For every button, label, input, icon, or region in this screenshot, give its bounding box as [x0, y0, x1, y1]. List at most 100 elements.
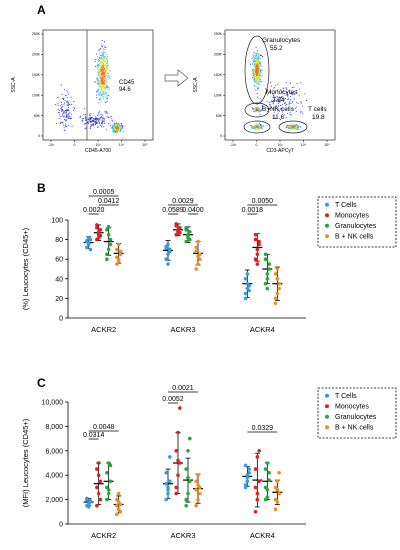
flow-event-dot [105, 83, 107, 85]
flow-event-dot [100, 123, 102, 125]
flow-event-dot [256, 125, 258, 127]
flow-event-dot [62, 112, 65, 114]
flow-event-dot [106, 85, 108, 87]
flow-event-dot [256, 109, 258, 111]
flow-event-dot [84, 127, 86, 129]
flow-event-dot [69, 112, 71, 114]
data-point [176, 231, 180, 236]
data-point [265, 277, 270, 281]
flow-event-dot [64, 130, 66, 132]
flow-event-dot [272, 108, 274, 110]
gate-label-tcells: T cells [308, 106, 327, 113]
data-point [257, 242, 261, 247]
flow-event-dot [113, 128, 115, 130]
flow-event-dot [291, 126, 293, 128]
flow-event-dot [254, 57, 256, 59]
data-point [115, 247, 119, 252]
flow-event-dot [61, 110, 63, 112]
flow-event-dot [272, 93, 274, 95]
data-point [263, 485, 268, 490]
y-tick-label: 2,000 [45, 497, 63, 504]
data-point [86, 241, 91, 246]
flow-event-dot [61, 122, 63, 124]
flow-event-dot [98, 71, 101, 73]
flow-event-dot [63, 127, 65, 129]
flow-event-dot [100, 61, 102, 63]
data-point [253, 237, 258, 242]
flow-event-dot [282, 92, 284, 94]
significance-label: 0.0589 [162, 207, 184, 214]
flow-event-dot [102, 53, 104, 55]
flow-event-dot [123, 131, 125, 133]
data-point [198, 257, 202, 262]
flow-event-dot [55, 103, 57, 106]
flow-event-dot [257, 71, 259, 73]
flow-event-dot [271, 101, 274, 103]
flow-event-dot [269, 91, 271, 93]
flow-event-dot [67, 103, 69, 105]
flow-event-dot [99, 73, 101, 75]
flow-event-dot [270, 85, 273, 87]
flow-event-dot [288, 124, 290, 126]
flow-event-dot [91, 116, 93, 118]
data-point [273, 507, 278, 512]
flow-event-dot [297, 125, 299, 127]
data-point [105, 257, 109, 262]
flow-event-dot [252, 56, 254, 58]
flow-event-dot [111, 124, 114, 126]
flow-event-dot [256, 52, 258, 54]
flow-xtick-label: 10³ [95, 143, 101, 147]
flow-event-dot [264, 88, 266, 90]
data-point [243, 291, 248, 296]
flow-event-dot [106, 95, 108, 97]
flow-event-dot [102, 91, 104, 93]
flow-event-dot [304, 93, 306, 95]
flow-event-dot [302, 112, 304, 114]
flow-event-dot [252, 54, 254, 56]
data-point [184, 228, 188, 232]
flow-event-dot [103, 57, 105, 60]
flow-event-dot [100, 54, 102, 57]
flow-event-dot [257, 53, 259, 55]
flow-event-dot [252, 73, 254, 75]
flow-event-dot [103, 66, 105, 69]
flow-event-dot [65, 123, 67, 125]
flow-event-dot [67, 124, 69, 127]
flow-event-dot [62, 98, 64, 101]
flow-event-dot [89, 120, 91, 122]
flow-event-dot [292, 101, 294, 103]
flow-event-dot [253, 60, 255, 62]
flow-event-dot [274, 111, 276, 113]
flow-event-dot [96, 65, 98, 67]
flow-event-dot [65, 112, 67, 114]
flow-event-dot [109, 77, 111, 79]
significance-label: 0.0018 [242, 207, 264, 214]
flow-event-dot [292, 93, 294, 95]
flow-event-dot [106, 66, 108, 68]
data-point [194, 249, 198, 254]
flow-event-dot [283, 114, 285, 116]
flow-event-dot [66, 90, 68, 92]
data-point [118, 249, 123, 254]
flow-event-dot [93, 119, 95, 121]
flow-event-dot [116, 127, 118, 129]
flow-event-dot [107, 94, 109, 96]
flow-event-dot [101, 69, 103, 71]
flow-event-dot [103, 62, 105, 64]
flow-event-dot [107, 78, 109, 80]
flow-event-dot [102, 86, 104, 89]
data-point [245, 473, 250, 478]
flow-event-dot [108, 86, 110, 88]
flow-event-dot [104, 69, 106, 71]
flow-event-dot [97, 113, 99, 115]
flow-event-dot [253, 109, 255, 111]
flow-event-dot [256, 80, 258, 82]
flow-event-dot [276, 89, 279, 91]
data-point [164, 481, 168, 486]
flow-event-dot [102, 53, 105, 55]
y-axis-label: (MFI) Leucocytes (CD45+) [21, 418, 30, 507]
data-point [265, 461, 270, 465]
flow-event-dot [103, 117, 105, 119]
flow-event-dot [99, 64, 101, 66]
flow-event-dot [103, 77, 105, 79]
